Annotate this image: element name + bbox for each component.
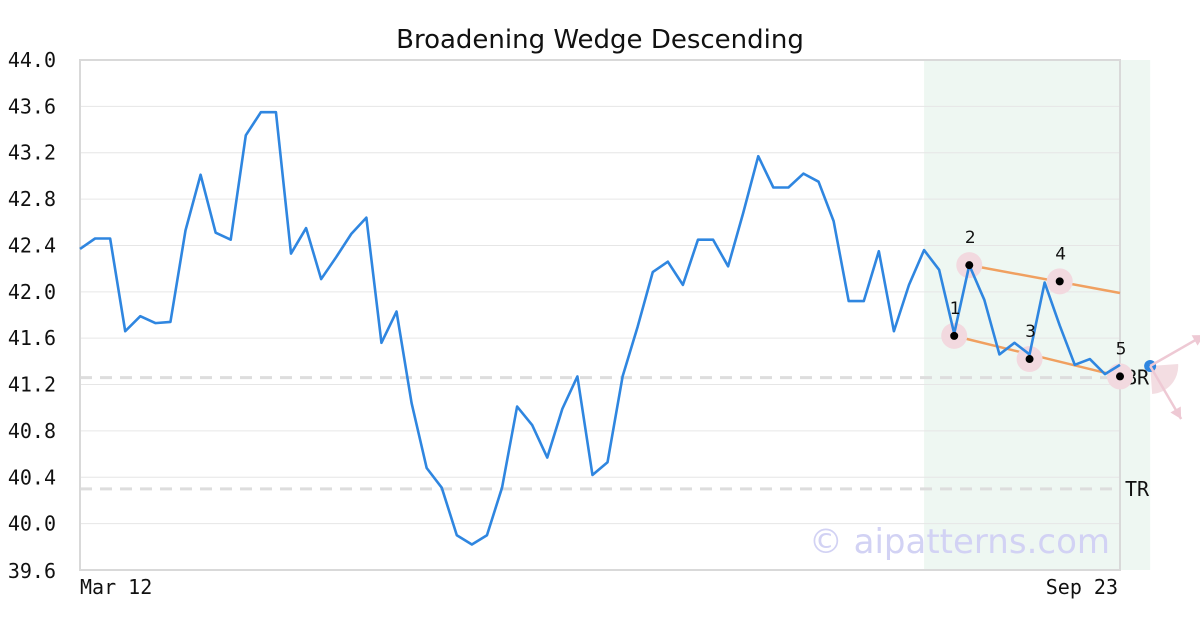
projection-arrow-up-head — [1191, 335, 1200, 346]
watermark: © aipatterns.com — [809, 522, 1110, 562]
price-series-line — [79, 110, 1121, 546]
x-end-label: Sep 23 — [1046, 575, 1118, 599]
y-tick-label: 43.2 — [8, 141, 56, 165]
wedge-upper-line — [969, 263, 1121, 295]
pattern-point-label: 2 — [965, 228, 976, 248]
pattern-point — [1055, 277, 1064, 286]
plot-frame — [79, 59, 1121, 571]
projection-arrows-group — [1149, 335, 1200, 420]
pattern-point-label: 3 — [1025, 322, 1036, 342]
y-tick-label: 42.8 — [8, 187, 56, 211]
y-tick-label: 41.6 — [8, 326, 56, 350]
pattern-point-label: 5 — [1116, 339, 1127, 359]
y-tick-label: 43.6 — [8, 94, 56, 118]
projection-arrow-down-head — [1170, 406, 1182, 419]
chart-title: Broadening Wedge Descending — [396, 25, 804, 55]
pattern-point-label: 1 — [950, 299, 961, 319]
projection-fan — [1150, 364, 1179, 394]
y-tick-label: 41.2 — [8, 373, 56, 397]
pattern-point — [1025, 355, 1034, 364]
pattern-points-group: 1 2 3 4 5 — [950, 228, 1157, 381]
y-axis-ticks: 44.0 43.6 43.2 42.8 42.4 42.0 41.6 41.2 40.8 40.4… — [8, 48, 56, 583]
x-start-label: Mar 12 — [80, 575, 152, 599]
y-tick-label: 40.8 — [8, 419, 56, 443]
pattern-point — [950, 331, 959, 340]
y-tick-label: 44.0 — [8, 48, 56, 72]
y-tick-label: 42.0 — [8, 280, 56, 304]
pattern-point — [1116, 372, 1124, 381]
pattern-point — [965, 261, 974, 270]
projection-arrow-up — [1149, 335, 1200, 368]
series-group — [79, 110, 1121, 546]
y-tick-label: 39.6 — [8, 559, 56, 583]
pattern-point-label: 4 — [1055, 244, 1066, 264]
y-tick-label: 40.4 — [8, 465, 56, 489]
grid-group — [80, 59, 1120, 571]
reference-line-label: TR — [1125, 477, 1150, 501]
y-tick-label: 40.0 — [8, 512, 56, 536]
y-tick-label: 42.4 — [8, 233, 56, 257]
